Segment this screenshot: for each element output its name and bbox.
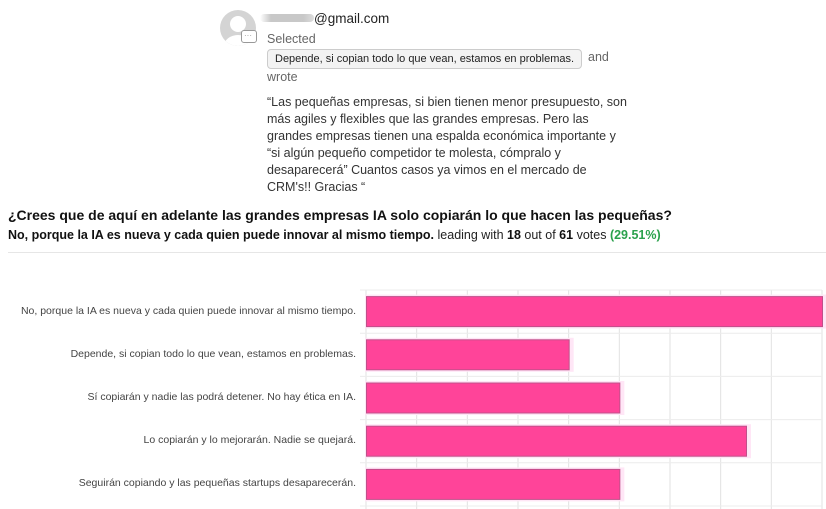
redacted-email	[260, 14, 314, 22]
and-label: and	[588, 50, 609, 64]
category-label: Depende, si copian todo lo que vean, est…	[70, 347, 356, 360]
commenter-email: @gmail.com	[314, 11, 390, 26]
category-label: No, porque la IA es nueva y cada quien p…	[20, 304, 356, 317]
comment-icon: ···	[241, 30, 257, 43]
comment-text: “Las pequeñas empresas, si bien tienen m…	[267, 95, 627, 194]
avatar	[220, 10, 256, 46]
poll-summary: No, porque la IA es nueva y cada quien p…	[8, 228, 661, 242]
total-votes: 61	[559, 228, 574, 242]
bar	[366, 339, 570, 371]
selected-option-badge: Depende, si copian todo lo que vean, est…	[267, 49, 583, 69]
bar	[366, 382, 621, 414]
category-label: Lo copiarán y lo mejorarán. Nadie se que…	[143, 434, 356, 447]
wrote-label: wrote	[267, 70, 298, 84]
leading-answer: No, porque la IA es nueva y cada quien p…	[8, 228, 435, 242]
poll-question: ¿Crees que de aquí en adelante las grand…	[8, 207, 672, 223]
category-label: Seguirán copiando y las pequeñas startup…	[78, 477, 356, 490]
leader-percent: (29.51%)	[609, 228, 661, 242]
bar	[366, 468, 621, 500]
bar	[366, 296, 823, 328]
divider	[8, 252, 826, 253]
selected-label: Selected	[267, 32, 316, 46]
category-label: Sí copiarán y nadie las podrá detener. N…	[87, 391, 356, 403]
bar	[366, 425, 747, 457]
leader-votes: 18	[507, 228, 521, 242]
